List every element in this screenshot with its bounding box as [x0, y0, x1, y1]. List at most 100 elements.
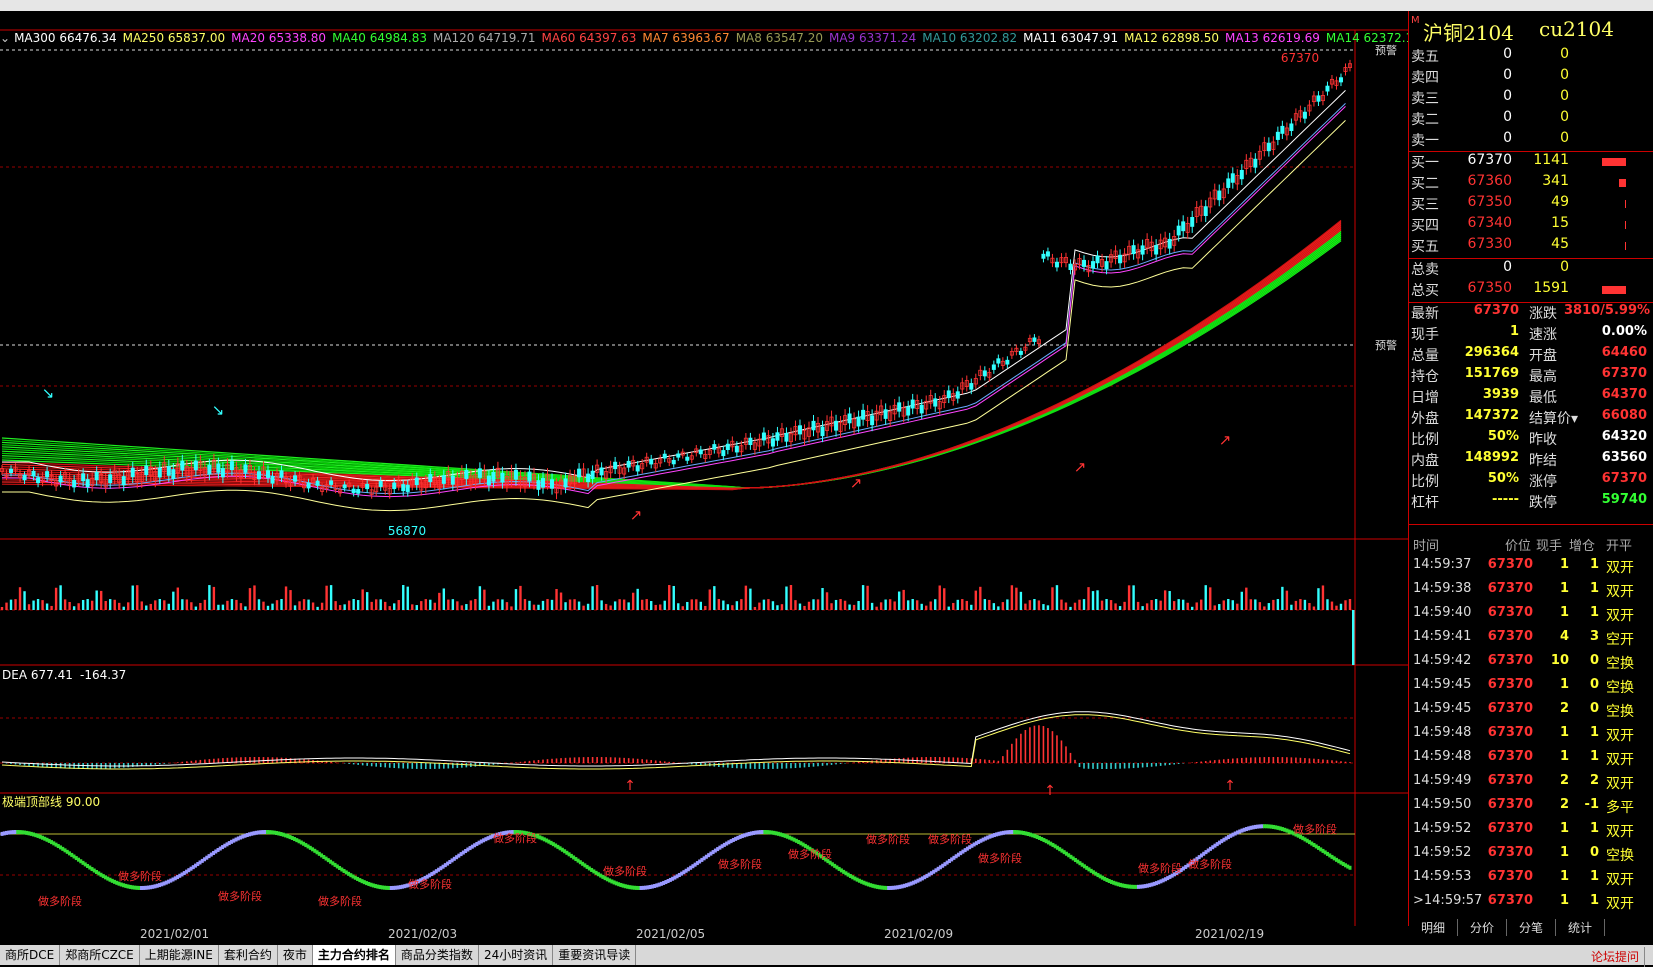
macd-hist-bar — [984, 760, 986, 763]
macd-hist-bar — [795, 763, 797, 768]
quote-label: 昨结 — [1529, 450, 1557, 470]
candle-body — [280, 471, 283, 477]
legend-collapse-icon[interactable]: ⌄ — [0, 31, 10, 45]
volume-bar — [1069, 607, 1071, 610]
macd-hist-bar — [335, 762, 337, 763]
volume-bar — [943, 588, 945, 610]
volume-bar — [957, 600, 959, 610]
candle-body — [776, 433, 779, 441]
bottom-tab[interactable]: 上期能源INE — [140, 945, 219, 965]
volume-bar — [104, 601, 106, 610]
quote-value: 67370 — [1449, 303, 1519, 318]
tick-type: 空换 — [1606, 677, 1634, 697]
macd-hist-bar — [1322, 759, 1324, 763]
signal-arrow-icon: ↗ — [850, 474, 863, 492]
volume-bar — [564, 602, 566, 610]
tick-oi-change: 3 — [1569, 629, 1599, 644]
bottom-tab[interactable]: 主力合约排名 — [313, 945, 396, 965]
macd-hist-bar — [619, 758, 621, 763]
macd-hist-bar — [1300, 758, 1302, 763]
panel-tab[interactable]: 统计 — [1556, 919, 1605, 936]
macd-hist-bar — [826, 763, 828, 765]
candle-body — [591, 471, 594, 478]
ma-fan-line — [2, 220, 1341, 489]
candle-body — [1155, 245, 1158, 254]
bottom-tab[interactable]: 夜市 — [278, 945, 313, 965]
phase-label: 做多阶段 — [408, 877, 452, 891]
macd-hist-bar — [574, 757, 576, 763]
macd-hist-bar — [556, 758, 558, 763]
panel-tab[interactable]: 分价 — [1458, 919, 1507, 936]
candle-body — [1303, 112, 1306, 118]
macd-hist-bar — [204, 760, 206, 763]
panel-tab[interactable]: 分笔 — [1507, 919, 1556, 936]
volume-bar — [614, 601, 616, 610]
volume-bar — [1132, 585, 1134, 610]
volume-bar — [325, 586, 327, 610]
candle-body — [1204, 207, 1207, 216]
candle-body — [1046, 252, 1049, 256]
volume-bar — [136, 585, 138, 610]
candle-body — [722, 451, 725, 456]
candle-body — [636, 466, 639, 471]
volume-bar — [636, 589, 638, 610]
bottom-tab[interactable]: 郑商所CZCE — [60, 945, 140, 965]
volume-bar — [1295, 601, 1297, 610]
macd-hist-bar — [768, 763, 770, 769]
bottom-tab[interactable]: 商所DCE — [0, 945, 60, 965]
volume-bar — [740, 599, 742, 610]
forum-link[interactable]: 论坛提问 — [1586, 947, 1645, 967]
volume-bar — [506, 602, 508, 610]
macd-hist-bar — [592, 757, 594, 763]
macd-hist-bar — [218, 758, 220, 763]
tick-oi-change: 1 — [1569, 557, 1599, 572]
ma-legend-item: MA300 66476.34 — [14, 31, 117, 45]
phase-label: 做多阶段 — [928, 832, 972, 846]
volume-bar — [483, 590, 485, 610]
volume-bar — [537, 605, 539, 610]
quote-value: 296364 — [1449, 345, 1519, 360]
volume-bar — [839, 599, 841, 610]
quote-label: 日增 — [1411, 387, 1439, 407]
volume-bar — [1268, 603, 1270, 610]
volume-bar — [352, 599, 354, 610]
macd-dif-line — [2, 712, 1350, 766]
ob-qty: 0 — [1519, 46, 1569, 62]
candle-body — [947, 391, 950, 398]
contract-name: 沪铜2104 — [1423, 17, 1514, 46]
candle-body — [1254, 159, 1257, 167]
volume-bar — [204, 600, 206, 610]
quote-value: 67370 — [1564, 471, 1647, 486]
volume-bar — [853, 605, 855, 610]
ob-price: 67360 — [1457, 173, 1512, 189]
bottom-tab[interactable]: 24小时资讯 — [479, 945, 553, 965]
bottom-tab[interactable]: 套利合约 — [219, 945, 278, 965]
volume-bar — [474, 599, 476, 610]
bottom-tab[interactable]: 重要资讯导读 — [553, 945, 636, 965]
bottom-tab[interactable]: 商品分类指数 — [396, 945, 479, 965]
ob-price: 0 — [1457, 46, 1512, 62]
volume-bar — [1313, 607, 1315, 610]
macd-hist-bar — [6, 763, 8, 764]
macd-hist-bar — [1340, 761, 1342, 763]
volume-bar — [902, 590, 904, 610]
panel-tab[interactable]: 明细 — [1409, 919, 1458, 936]
